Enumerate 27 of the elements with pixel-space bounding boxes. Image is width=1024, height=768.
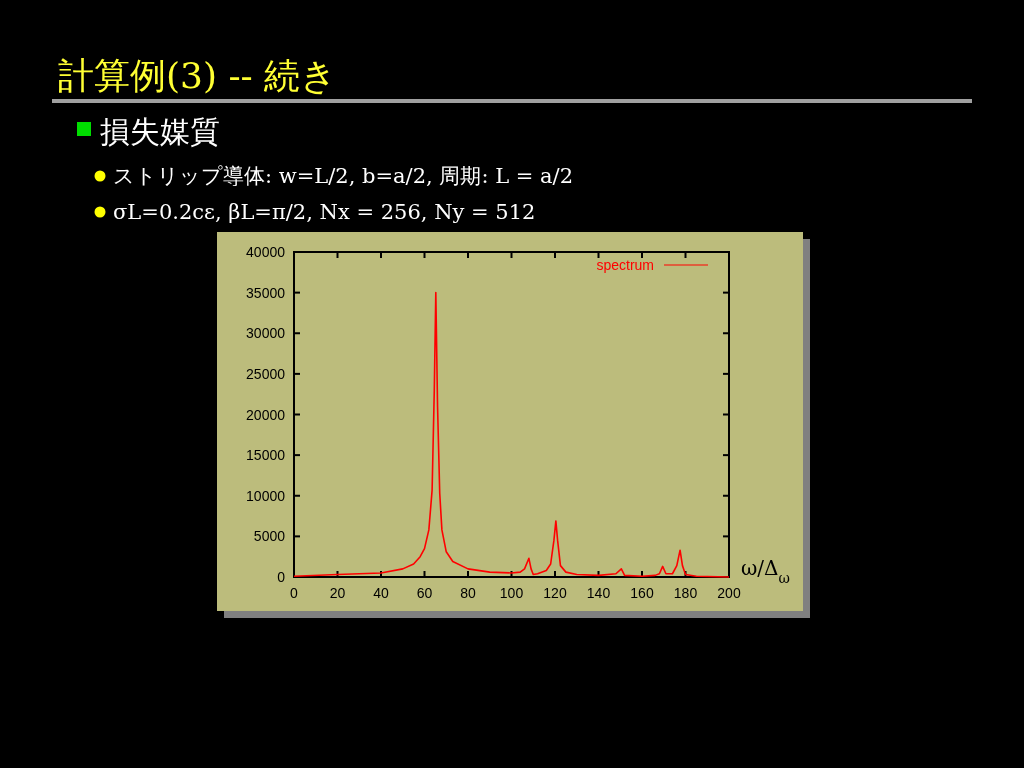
legend-label: spectrum bbox=[596, 257, 654, 273]
y-tick-label: 5000 bbox=[253, 528, 286, 545]
y-tick-label: 40000 bbox=[246, 244, 286, 260]
y-tick-label: 30000 bbox=[246, 325, 286, 342]
x-tick-label: 0 bbox=[290, 585, 299, 601]
chart-title: 計算例(3) -- 続き bbox=[58, 55, 338, 96]
y-tick-label: 25000 bbox=[246, 365, 286, 382]
y-tick-label: 0 bbox=[277, 569, 286, 585]
x-tick-label: 60 bbox=[416, 585, 433, 601]
x-tick-label: 20 bbox=[329, 585, 346, 601]
y-tick-label: 35000 bbox=[246, 284, 286, 301]
x-tick-label: 200 bbox=[717, 585, 741, 601]
line-series bbox=[293, 291, 730, 578]
text: ストリップ導体: w=L/2, b=a/2, 周期: L = a/2 bbox=[113, 164, 573, 188]
chart-subtitle: 損失媒質 bbox=[100, 114, 220, 149]
y-tick-label: 10000 bbox=[246, 487, 286, 504]
x-tick-label: 80 bbox=[460, 585, 476, 601]
y-tick-label: 20000 bbox=[246, 406, 286, 423]
x-tick-label: 120 bbox=[543, 585, 567, 601]
x-tick-label: 160 bbox=[630, 585, 654, 601]
x-tick-label: 140 bbox=[586, 585, 611, 601]
x-tick-label: 40 bbox=[373, 585, 389, 601]
text: σL=0.2cε, βL=π/2, Nx = 256, Ny = 512 bbox=[113, 200, 536, 224]
x-axis-title: ω/Δ$_{ω}$ bbox=[741, 556, 790, 586]
x-tick-label: 180 bbox=[673, 585, 698, 601]
y-tick-label: 15000 bbox=[246, 447, 286, 464]
x-tick-label: 100 bbox=[499, 585, 524, 601]
